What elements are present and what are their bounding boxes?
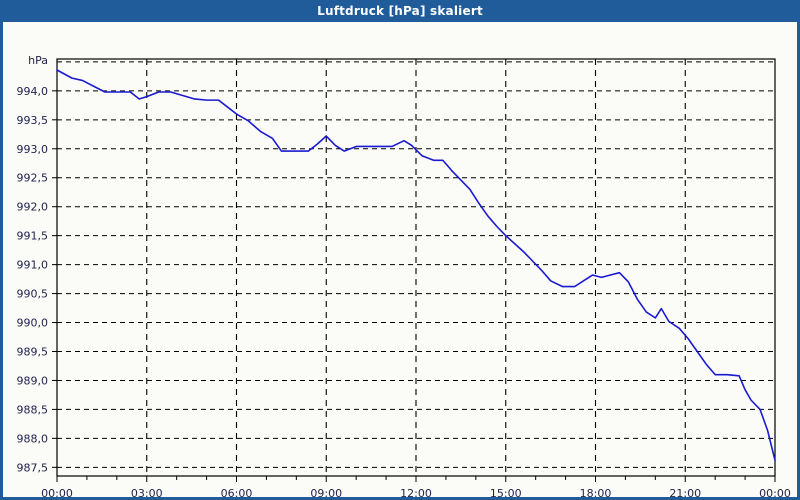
window-titlebar: Luftdruck [hPa] skaliert	[3, 0, 797, 22]
x-axis-time-label: 18:00	[580, 487, 612, 497]
y-axis-tick-label: 988,0	[17, 432, 49, 445]
y-axis-tick-label: 994,0	[17, 85, 49, 98]
x-axis-minor-ticks	[56, 476, 776, 482]
x-axis-time-label: 09:00	[310, 487, 342, 497]
window-title: Luftdruck [hPa] skaliert	[317, 4, 483, 18]
y-axis-tick-label: 989,5	[17, 345, 49, 358]
y-axis-tick-label: 990,0	[17, 317, 49, 330]
x-axis-time-label: 03:00	[131, 487, 163, 497]
y-axis-tick-label: 992,0	[17, 201, 49, 214]
pressure-line-chart: 994,0 993,5 993,0 992,5 992,0 991,5 991,0 990,5…	[17, 54, 791, 497]
x-axis-time-label: 06:00	[221, 487, 253, 497]
vertical-gridlines	[146, 59, 686, 476]
y-axis-tick-label: 988,5	[17, 403, 49, 416]
y-axis-tick-label: 993,5	[17, 114, 49, 127]
x-axis-labels: 00:0009.01.1603:0009.01.1606:0009.01.160…	[41, 487, 791, 497]
y-axis-tick-label: 992,5	[17, 172, 49, 185]
x-axis-time-label: 00:00	[759, 487, 791, 497]
series-line-luftdruck	[56, 69, 776, 462]
y-axis-tick-label: 991,0	[17, 259, 49, 272]
y-axis-tick-label: 990,5	[17, 288, 49, 301]
y-axis-tick-marks	[52, 90, 57, 468]
horizontal-gridlines	[57, 61, 775, 468]
chart-canvas: 994,0 993,5 993,0 992,5 992,0 991,5 991,0 990,5…	[3, 22, 797, 497]
data-series-luftdruck	[56, 69, 776, 462]
y-axis-unit-label: hPa	[28, 54, 48, 67]
x-axis-time-label: 15:00	[490, 487, 522, 497]
y-axis-tick-label: 987,5	[17, 461, 49, 474]
y-axis-tick-label: 991,5	[17, 230, 49, 243]
x-axis-time-label: 12:00	[400, 487, 432, 497]
y-axis-tick-label: 989,0	[17, 374, 49, 387]
x-axis-time-label: 00:00	[41, 487, 73, 497]
y-axis-tick-label: 993,0	[17, 143, 49, 156]
y-axis-labels: 994,0 993,5 993,0 992,5 992,0 991,5 991,0 990,5…	[17, 85, 49, 474]
x-axis-time-label: 21:00	[669, 487, 701, 497]
